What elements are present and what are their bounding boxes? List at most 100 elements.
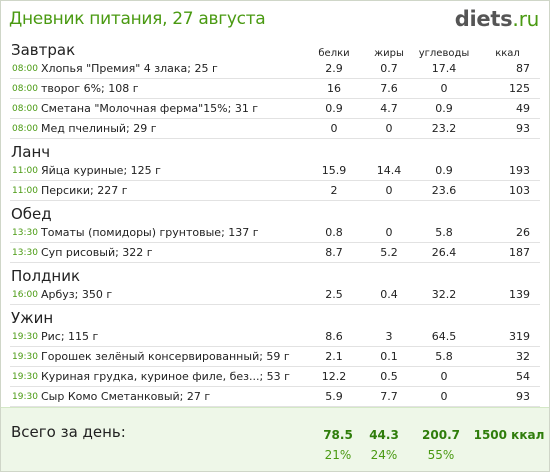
food-carbs: 0 (413, 386, 476, 407)
food-name[interactable]: Мед пчелиный; 29 г (41, 118, 304, 139)
logo-dot: . (512, 7, 519, 31)
total-kcal: 1500 ккал (473, 428, 545, 442)
food-name[interactable]: творог 6%; 108 г (41, 78, 304, 99)
total-fat-pct: 24% (370, 448, 398, 462)
food-row[interactable]: 11:00 Яйца куриные; 125 г 15.9 14.4 0.9 193 (10, 161, 541, 181)
food-kcal: 49 (475, 98, 541, 119)
food-carbs: 0 (413, 78, 476, 99)
food-kcal: 93 (475, 386, 541, 407)
food-protein: 2.1 (303, 346, 366, 367)
meal-title: Ланч (11, 143, 51, 161)
food-fat: 14.4 (365, 161, 414, 181)
total-fat: 44.3 (369, 428, 399, 442)
food-name[interactable]: Горошек зелёный консервированный; 59 г (41, 346, 304, 367)
food-row[interactable]: 19:30 Рис; 115 г 8.6 3 64.5 319 (10, 327, 541, 347)
meal-header-spacer (303, 201, 540, 224)
food-kcal: 103 (475, 180, 541, 201)
food-fat: 3 (365, 327, 414, 347)
food-time: 08:00 (10, 59, 41, 79)
food-carbs: 5.8 (413, 223, 476, 243)
food-row[interactable]: 08:00 Хлопья "Премия" 4 злака; 25 г 2.9 0.7… (10, 59, 541, 79)
food-protein: 2.5 (303, 285, 366, 305)
food-protein: 2 (303, 180, 366, 201)
food-row[interactable]: 19:30 Горошек зелёный консервированный; 5… (10, 346, 541, 367)
food-protein: 8.7 (303, 242, 366, 263)
food-name[interactable]: Рис; 115 г (41, 327, 304, 347)
meal-title: Полдник (11, 267, 81, 285)
food-carbs: 64.5 (413, 327, 476, 347)
meal-header-row: Обед (10, 201, 540, 224)
food-time: 13:30 (10, 223, 41, 243)
food-time: 08:00 (10, 118, 41, 139)
food-carbs: 23.2 (413, 118, 476, 139)
diary-body: Завтрак белки жиры углеводы ккал 08:00 Хлопья … (10, 37, 541, 407)
food-protein: 12.2 (303, 366, 366, 387)
food-row[interactable]: 08:00 Сметана "Молочная ферма"15%; 31 г 0.… (10, 98, 541, 119)
food-carbs: 26.4 (413, 242, 476, 263)
food-time: 11:00 (10, 180, 41, 201)
food-row[interactable]: 08:00 творог 6%; 108 г 16 7.6 0 125 (10, 78, 541, 99)
meal-header-row: Завтрак белки жиры углеводы ккал (10, 37, 540, 59)
food-kcal: 93 (475, 118, 541, 139)
food-time: 08:00 (10, 78, 41, 99)
food-name[interactable]: Персики; 227 г (41, 180, 304, 201)
page-title: Дневник питания, 27 августа (9, 9, 266, 29)
food-fat: 0 (365, 223, 414, 243)
food-row[interactable]: 19:30 Куриная грудка, куриное филе, без..… (10, 366, 541, 387)
food-name[interactable]: Арбуз; 350 г (41, 285, 304, 305)
meal-header-spacer (303, 263, 540, 286)
food-name[interactable]: Томаты (помидоры) грунтовые; 137 г (41, 223, 304, 243)
meal-header-row: Ланч (10, 139, 540, 162)
food-fat: 4.7 (365, 98, 414, 119)
food-fat: 0.7 (365, 59, 414, 79)
food-fat: 7.7 (365, 386, 414, 407)
meal-header-spacer (303, 139, 540, 162)
food-name[interactable]: Суп рисовый; 322 г (41, 242, 304, 263)
food-protein: 0.9 (303, 98, 366, 119)
food-carbs: 23.6 (413, 180, 476, 201)
food-time: 19:30 (10, 327, 41, 347)
food-carbs: 32.2 (413, 285, 476, 305)
food-name[interactable]: Куриная грудка, куриное филе, без...; 53… (41, 366, 304, 387)
food-fat: 0.5 (365, 366, 414, 387)
food-kcal: 319 (475, 327, 541, 347)
total-label: Всего за день: (11, 423, 126, 441)
food-fat: 0.4 (365, 285, 414, 305)
food-row[interactable]: 19:30 Сыр Комо Сметанковый; 27 г 5.9 7.7 0 93 (10, 386, 541, 407)
food-kcal: 54 (475, 366, 541, 387)
food-protein: 0.8 (303, 223, 366, 243)
food-row[interactable]: 08:00 Мед пчелиный; 29 г 0 0 23.2 93 (10, 118, 541, 139)
food-carbs: 17.4 (413, 59, 476, 79)
food-time: 19:30 (10, 386, 41, 407)
food-protein: 0 (303, 118, 366, 139)
food-protein: 5.9 (303, 386, 366, 407)
food-time: 08:00 (10, 98, 41, 119)
food-fat: 0.1 (365, 346, 414, 367)
food-name[interactable]: Сметана "Молочная ферма"15%; 31 г (41, 98, 304, 119)
food-name[interactable]: Сыр Комо Сметанковый; 27 г (41, 386, 304, 407)
food-time: 13:30 (10, 242, 41, 263)
food-name[interactable]: Яйца куриные; 125 г (41, 161, 304, 181)
food-time: 11:00 (10, 161, 41, 181)
column-header-fat: жиры (374, 48, 404, 59)
food-carbs: 0 (413, 366, 476, 387)
food-row[interactable]: 13:30 Суп рисовый; 322 г 8.7 5.2 26.4 187 (10, 242, 541, 263)
diary-table: Завтрак белки жиры углеводы ккал 08:00 Хлопья … (10, 37, 541, 407)
daily-total: Всего за день: 78.5 44.3 200.7 1500 ккал… (1, 407, 549, 471)
food-fat: 0 (365, 118, 414, 139)
food-fat: 7.6 (365, 78, 414, 99)
meal-title: Ужин (11, 309, 54, 327)
food-protein: 16 (303, 78, 366, 99)
food-fat: 5.2 (365, 242, 414, 263)
logo-main: diets (454, 7, 513, 31)
food-kcal: 26 (475, 223, 541, 243)
food-name[interactable]: Хлопья "Премия" 4 злака; 25 г (41, 59, 304, 79)
food-carbs: 5.8 (413, 346, 476, 367)
food-row[interactable]: 11:00 Персики; 227 г 2 0 23.6 103 (10, 180, 541, 201)
food-kcal: 139 (475, 285, 541, 305)
food-row[interactable]: 16:00 Арбуз; 350 г 2.5 0.4 32.2 139 (10, 285, 541, 305)
total-carbs: 200.7 (422, 428, 460, 442)
site-logo[interactable]: diets.ru (454, 7, 540, 31)
